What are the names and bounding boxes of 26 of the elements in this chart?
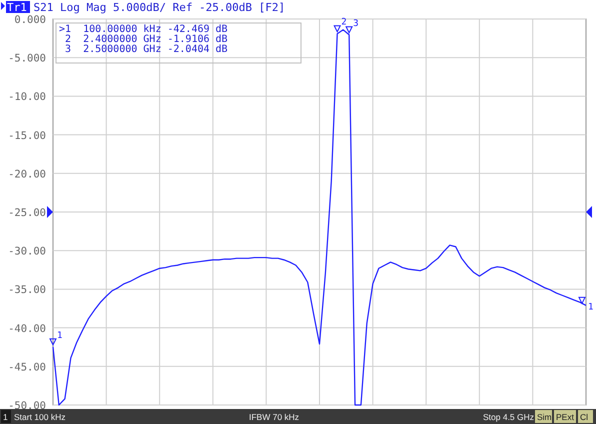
text: Sim bbox=[537, 412, 552, 422]
annotation: 1 bbox=[57, 330, 62, 341]
text: IFBW 70 kHz bbox=[249, 412, 300, 422]
y-tick-label: -40.00 bbox=[8, 322, 46, 335]
annotation: 2 2.4000000 GHz -1.9106 dB bbox=[59, 34, 228, 45]
y-tick-label: -5.000 bbox=[8, 52, 46, 65]
chart-title: Tr1 S21 Log Mag 5.000dB/ Ref -25.00dB [F2] bbox=[7, 1, 286, 14]
y-tick-label: -25.00 bbox=[8, 207, 46, 219]
annotation: >1 100.00000 kHz -42.469 dB bbox=[59, 24, 228, 35]
text: PExt bbox=[556, 412, 575, 422]
y-tick-label: -10.00 bbox=[8, 91, 46, 104]
y-tick-label: -45.00 bbox=[8, 361, 46, 374]
annotation: 3 2.5000000 GHz -2.0404 dB bbox=[59, 44, 228, 55]
text: Stop 4.5 GHz bbox=[483, 412, 534, 422]
annotation: 3 bbox=[353, 18, 359, 29]
text: 1 bbox=[3, 412, 8, 422]
text: 1 bbox=[588, 302, 594, 312]
text: Cl bbox=[580, 412, 588, 422]
text: Start 100 kHz bbox=[14, 412, 66, 422]
annotation: 2 bbox=[341, 18, 347, 28]
y-tick-label: 0.000 bbox=[14, 14, 46, 26]
y-tick-label: -20.00 bbox=[8, 168, 46, 180]
y-tick-label: -15.00 bbox=[8, 130, 46, 142]
y-tick-label: -50.00 bbox=[8, 400, 46, 412]
y-tick-label: -30.00 bbox=[8, 246, 46, 258]
y-tick-label: -35.00 bbox=[8, 284, 46, 296]
